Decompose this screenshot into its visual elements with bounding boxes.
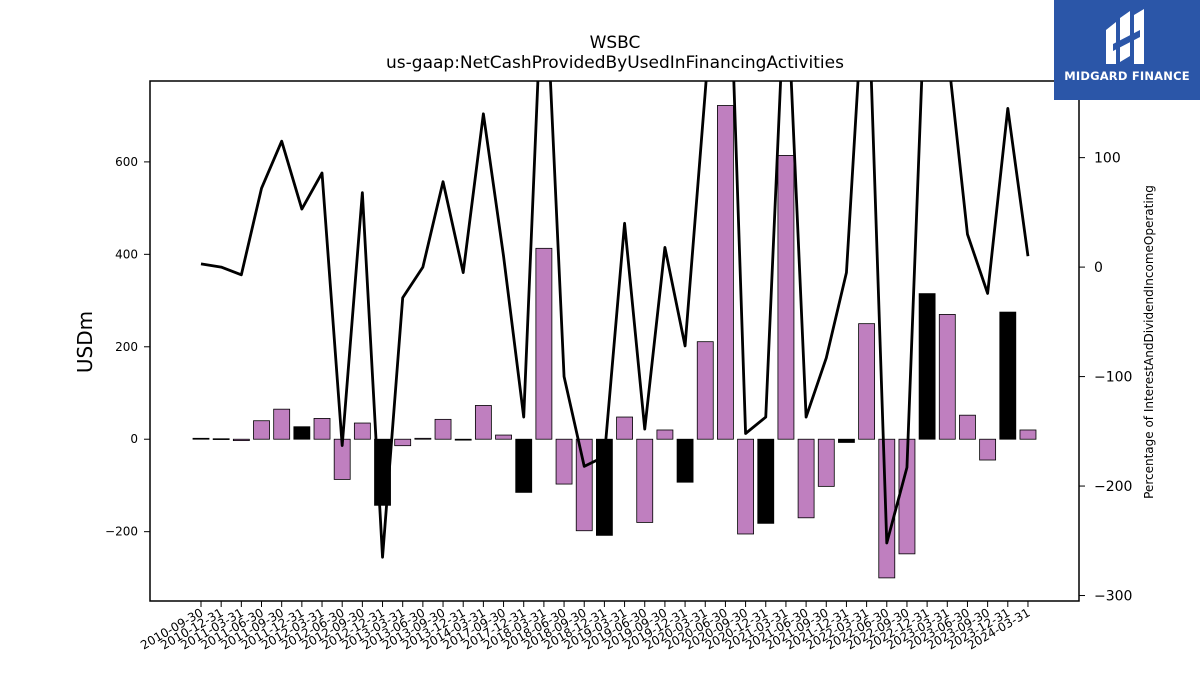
bar-2019-06-30 (636, 438, 654, 523)
bar-2021-09-30 (817, 438, 835, 487)
bar-2023-03-31 (938, 314, 956, 440)
y-tick-label: 400 (115, 247, 138, 261)
y-tick-label: 600 (115, 155, 138, 169)
brand-name: MIDGARD FINANCE (1064, 69, 1190, 83)
bar-2017-12-31 (515, 438, 533, 493)
bar-2020-06-30 (717, 105, 734, 440)
bar-2020-12-31 (757, 438, 775, 524)
bar-2011-12-31 (293, 426, 311, 440)
bar-2011-09-30 (273, 408, 291, 440)
bar-2010-12-31 (212, 438, 230, 440)
brand-logo: MIDGARD FINANCE (1054, 0, 1200, 100)
y2-tick-label: −200 (1094, 479, 1132, 495)
y2-tick-label: 0 (1094, 260, 1103, 276)
bar-2011-03-31 (232, 438, 250, 442)
x-axis: 2010-09-302010-12-312011-03-312011-06-30… (138, 601, 1032, 652)
bar-2021-06-30 (797, 438, 815, 519)
bar-2018-06-30 (555, 438, 573, 485)
bar-2018-09-30 (575, 438, 593, 532)
bar-2013-03-31 (394, 438, 412, 447)
bar-2019-09-30 (656, 429, 674, 440)
y-tick-label: 200 (115, 340, 138, 354)
y-axis-label: USDm (73, 311, 97, 373)
bar-2020-09-30 (737, 438, 754, 535)
bar-2021-03-31 (777, 155, 795, 440)
bar-2022-03-31 (858, 323, 876, 440)
bar-2023-06-30 (959, 414, 976, 440)
left-axis: −200 0 200 400 600 (105, 155, 150, 539)
right-axis: −300 −200 −100 0 100 (1079, 151, 1132, 605)
bar-2022-12-31 (918, 293, 936, 440)
bar-2018-12-31 (596, 438, 613, 536)
bar-2019-03-31 (616, 416, 633, 440)
y2-tick-label: −300 (1094, 589, 1132, 605)
bar-2013-12-31 (454, 438, 472, 441)
y-tick-label: −200 (105, 525, 138, 539)
bar-2013-09-30 (434, 418, 452, 440)
bar-2018-03-31 (535, 247, 553, 440)
bar-2012-09-30 (353, 422, 371, 440)
brand-logo-icon (1106, 9, 1144, 64)
chart-title-line1: WSBC (590, 33, 641, 53)
y2-axis-label: Percentage of InterestAndDividendIncomeO… (1142, 185, 1156, 499)
bar-2014-03-31 (474, 405, 492, 440)
y2-tick-label: −100 (1094, 370, 1132, 386)
bar-2011-06-30 (253, 420, 270, 440)
bar-2021-12-31 (838, 438, 855, 443)
bar-2024-03-31 (1019, 429, 1037, 440)
plot-frame (149, 80, 1080, 602)
line-series-group (200, 81, 1030, 559)
bar-2019-12-31 (676, 438, 694, 483)
bar-2010-09-30 (192, 437, 210, 440)
bar-2012-03-31 (313, 418, 331, 440)
bar-2013-06-30 (414, 437, 432, 440)
bar-2023-12-31 (999, 311, 1017, 440)
y2-tick-label: 100 (1094, 151, 1121, 167)
y-tick-label: 0 (130, 432, 138, 446)
bar-2020-03-31 (696, 341, 714, 440)
chart-title-line2: us-gaap:NetCashProvidedByUsedInFinancing… (386, 53, 844, 73)
bar-2017-09-30 (495, 434, 512, 440)
line-series (200, 81, 1030, 559)
bar-2023-09-30 (979, 438, 997, 461)
